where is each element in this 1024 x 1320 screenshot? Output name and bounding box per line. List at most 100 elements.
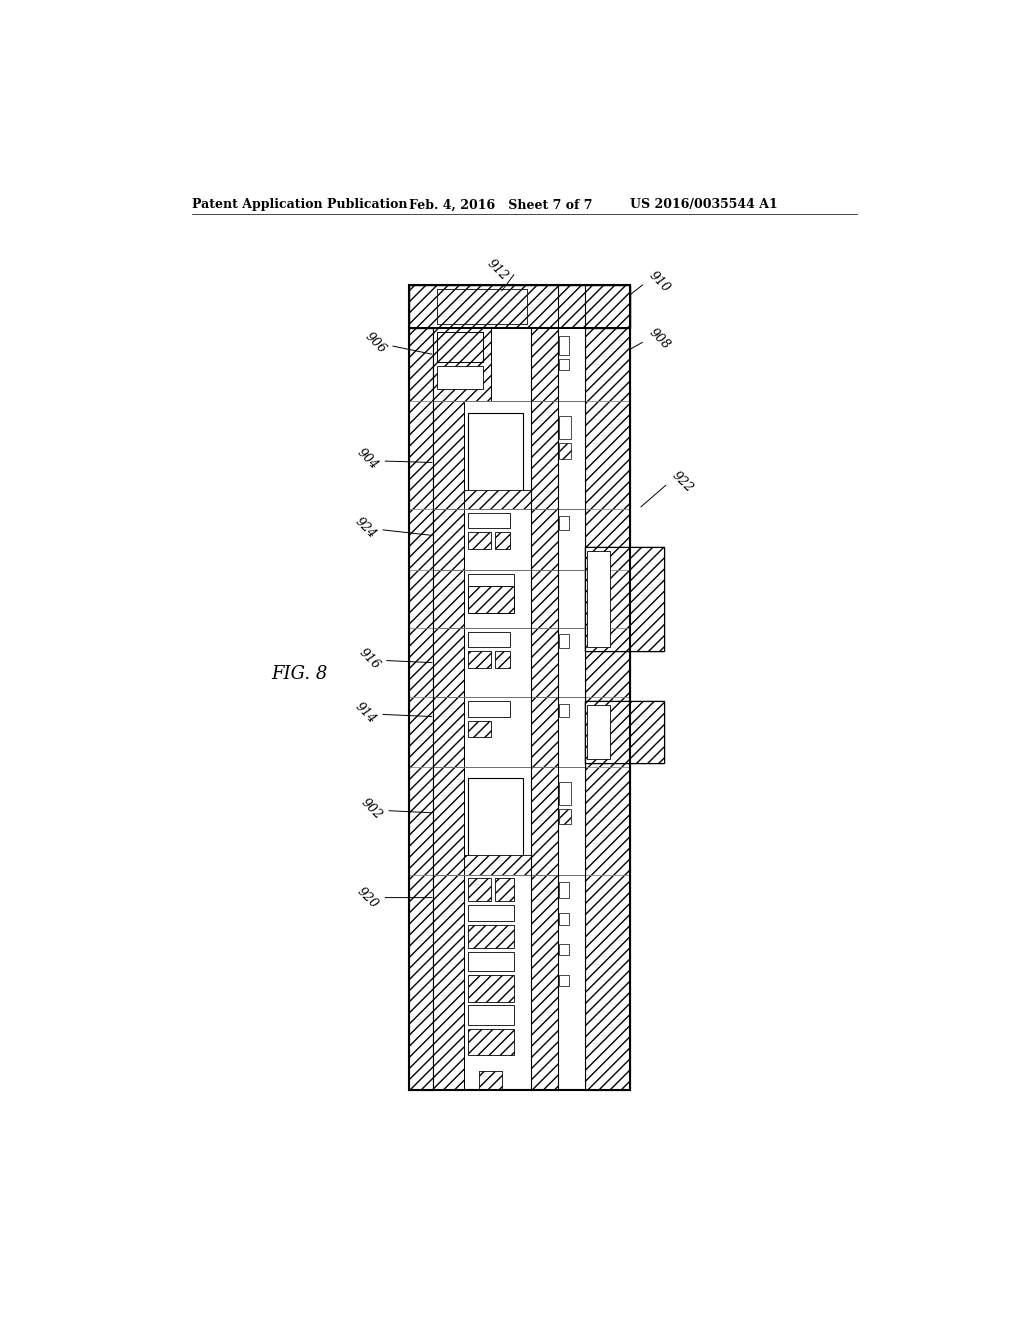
Bar	[531, 875, 558, 1090]
Bar	[464, 508, 531, 570]
Text: 914: 914	[352, 700, 379, 726]
Bar	[479, 1071, 503, 1090]
Bar	[410, 285, 630, 327]
Bar	[490, 327, 531, 401]
Bar	[468, 632, 510, 647]
Bar	[468, 952, 514, 970]
Bar	[410, 285, 433, 1090]
Bar	[468, 512, 510, 528]
Bar	[585, 285, 630, 1090]
Bar	[587, 705, 610, 759]
Bar	[558, 628, 585, 697]
Bar	[559, 444, 571, 459]
Bar	[479, 1071, 503, 1090]
Bar	[433, 767, 464, 875]
Bar	[559, 516, 568, 531]
Bar	[468, 878, 490, 902]
Bar	[410, 285, 630, 327]
Bar	[531, 401, 558, 508]
Bar	[531, 767, 558, 875]
Bar	[410, 285, 630, 327]
Bar	[437, 331, 483, 363]
Bar	[495, 651, 510, 668]
Text: 920: 920	[354, 884, 381, 911]
Bar	[437, 331, 483, 363]
Text: 916: 916	[356, 645, 382, 672]
Bar	[559, 809, 571, 825]
Text: Patent Application Publication: Patent Application Publication	[193, 198, 408, 211]
Bar	[433, 570, 464, 628]
Bar	[464, 628, 531, 697]
Bar	[585, 701, 665, 763]
Bar	[437, 289, 527, 323]
Bar	[531, 327, 558, 401]
Bar	[468, 574, 514, 586]
Bar	[464, 401, 531, 508]
Bar	[468, 906, 514, 921]
Bar	[559, 944, 568, 956]
Bar	[559, 635, 568, 648]
Bar	[559, 913, 568, 924]
Bar	[437, 289, 527, 323]
Bar	[559, 359, 568, 370]
Bar	[531, 570, 558, 628]
Bar	[433, 697, 464, 767]
Bar	[433, 401, 464, 508]
Bar	[585, 548, 665, 651]
Text: 924: 924	[352, 515, 379, 541]
Text: 902: 902	[358, 796, 385, 822]
Text: Feb. 4, 2016   Sheet 7 of 7: Feb. 4, 2016 Sheet 7 of 7	[410, 198, 593, 211]
Bar	[433, 875, 464, 1090]
Bar	[464, 570, 531, 628]
Bar	[433, 327, 490, 401]
Text: US 2016/0035544 A1: US 2016/0035544 A1	[630, 198, 777, 211]
Bar	[468, 651, 490, 668]
Bar	[464, 767, 531, 875]
Bar	[468, 974, 514, 1002]
Text: 910: 910	[646, 268, 673, 294]
Bar	[558, 327, 585, 401]
Bar	[464, 855, 531, 875]
Bar	[410, 285, 630, 1090]
Bar	[433, 628, 464, 697]
Bar	[559, 704, 568, 718]
Bar	[587, 552, 610, 647]
Bar	[559, 781, 571, 805]
Bar	[495, 532, 510, 549]
Bar	[468, 1006, 514, 1024]
Bar	[531, 697, 558, 767]
Text: 922: 922	[670, 469, 695, 495]
Text: 906: 906	[362, 330, 388, 356]
Bar	[559, 882, 568, 898]
Bar	[464, 697, 531, 767]
Bar	[464, 875, 531, 1090]
Bar	[468, 532, 490, 549]
Bar	[559, 416, 571, 440]
Bar	[585, 701, 665, 763]
Text: 904: 904	[354, 446, 381, 471]
Bar	[468, 721, 490, 738]
Bar	[558, 508, 585, 570]
Text: 908: 908	[646, 326, 673, 352]
Bar	[468, 924, 514, 948]
Bar	[558, 570, 585, 628]
Text: FIG. 8: FIG. 8	[271, 665, 328, 684]
Bar	[468, 701, 510, 717]
Bar	[558, 875, 585, 1090]
Bar	[464, 490, 531, 508]
Bar	[558, 767, 585, 875]
Text: 912: 912	[484, 257, 510, 282]
Bar	[468, 412, 523, 498]
Bar	[558, 697, 585, 767]
Bar	[531, 628, 558, 697]
Bar	[468, 586, 514, 612]
Bar	[433, 508, 464, 570]
Bar	[585, 548, 665, 651]
Bar	[558, 401, 585, 508]
Bar	[531, 508, 558, 570]
Bar	[559, 974, 568, 986]
Bar	[437, 367, 483, 389]
Bar	[468, 1028, 514, 1056]
Bar	[559, 335, 568, 355]
Bar	[468, 779, 523, 863]
